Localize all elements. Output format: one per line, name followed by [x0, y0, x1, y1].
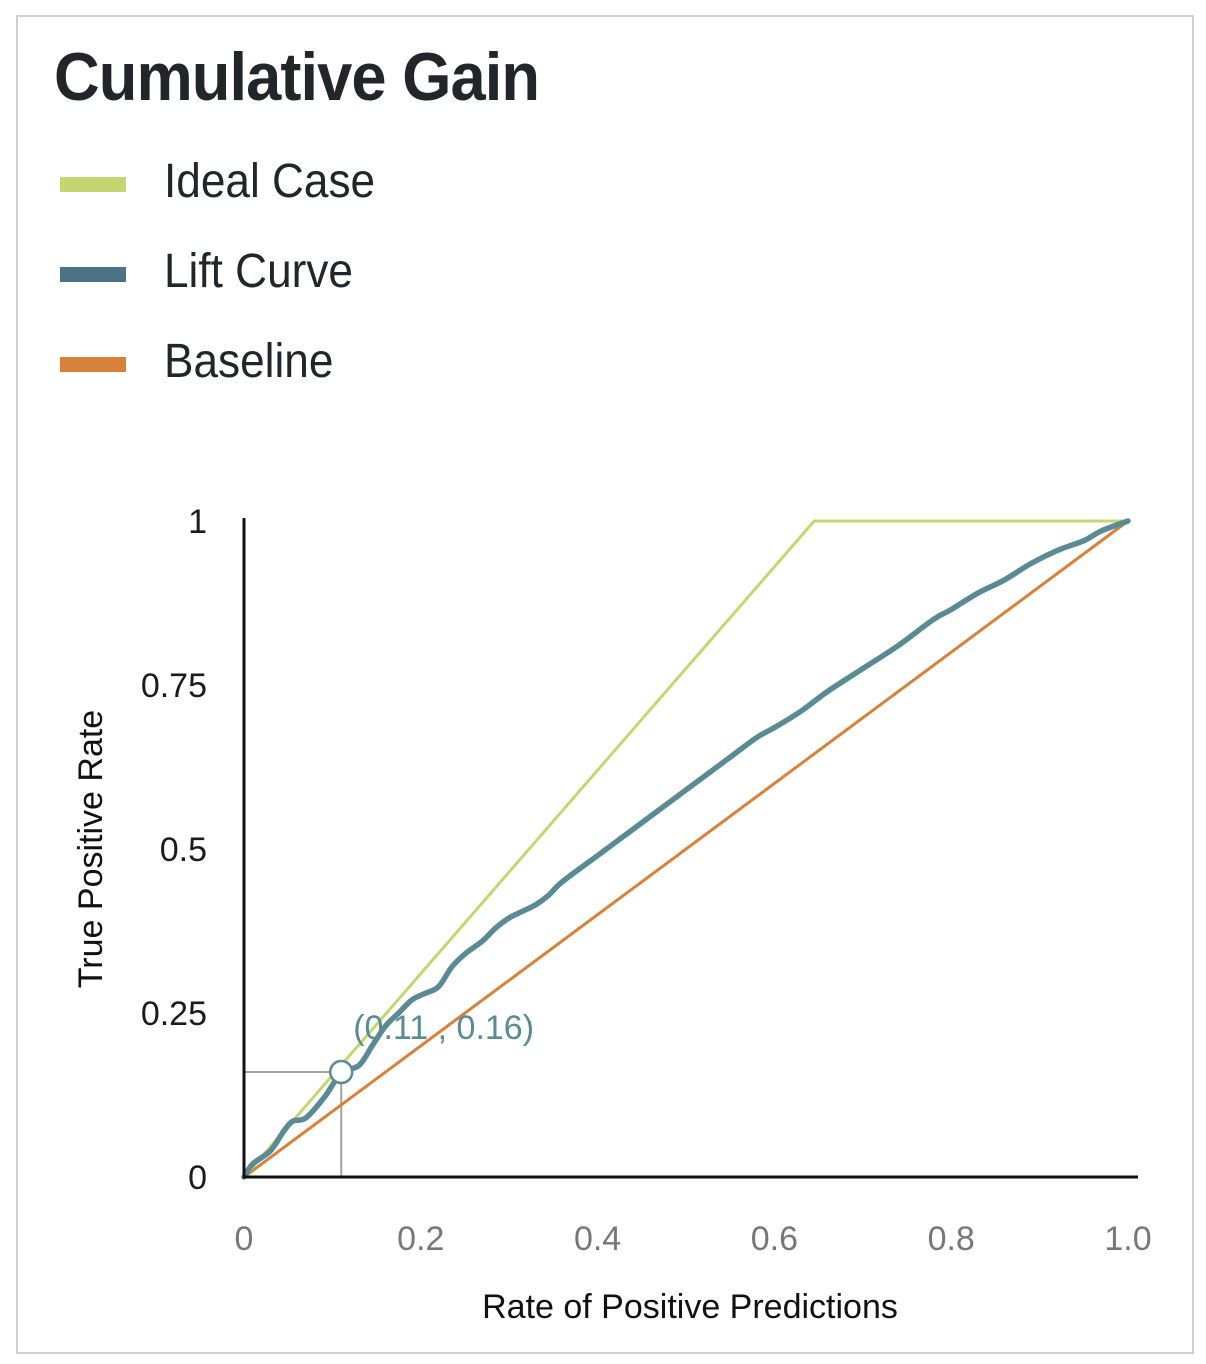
y-tick-label: 1 [188, 503, 207, 541]
legend-label: Baseline [164, 335, 334, 388]
y-axis-label: True Positive Rate [72, 710, 110, 988]
x-tick-label: 0.6 [751, 1220, 798, 1258]
chart-title: Cumulative Gain [54, 39, 540, 115]
highlight-point-label: (0.11 , 0.16) [353, 1009, 534, 1047]
y-tick-labels: 0 0.25 0.5 0.75 1 [141, 503, 207, 1197]
series-lift-curve-line [241, 518, 1131, 1180]
annotation-layer: (0.11 , 0.16) [328, 1009, 534, 1085]
legend-item-baseline[interactable]: Baseline [60, 330, 560, 390]
legend-label: Lift Curve [164, 245, 353, 298]
baseline-swatch-icon [60, 357, 126, 372]
lift-curve-swatch-icon [60, 267, 126, 282]
y-tick-label: 0.75 [141, 667, 207, 705]
legend-item-ideal-case[interactable]: Ideal Case [60, 150, 560, 210]
x-axis-label: Rate of Positive Predictions [482, 1288, 898, 1326]
x-tick-label: 0.8 [928, 1220, 975, 1258]
series-baseline-line [242, 519, 1130, 1179]
highlight-point-marker [328, 1059, 354, 1085]
x-tick-label: 0 [235, 1220, 254, 1258]
legend-item-lift-curve[interactable]: Lift Curve [60, 240, 560, 300]
chart-card [16, 15, 1194, 1354]
ideal-case-swatch-icon [60, 177, 126, 192]
x-tick-label: 0.2 [397, 1220, 444, 1258]
series-ideal-case-line [242, 519, 1130, 1179]
y-tick-label: 0.5 [160, 831, 207, 869]
x-tick-label: 1.0 [1104, 1220, 1151, 1258]
y-tick-label: 0 [188, 1159, 207, 1197]
y-tick-label: 0.25 [141, 995, 207, 1033]
x-tick-labels: 0 0.2 0.4 0.6 0.8 1.0 [235, 1220, 1152, 1258]
x-tick-label: 0.4 [574, 1220, 621, 1258]
series-layer [241, 518, 1131, 1180]
legend-label: Ideal Case [164, 155, 376, 208]
